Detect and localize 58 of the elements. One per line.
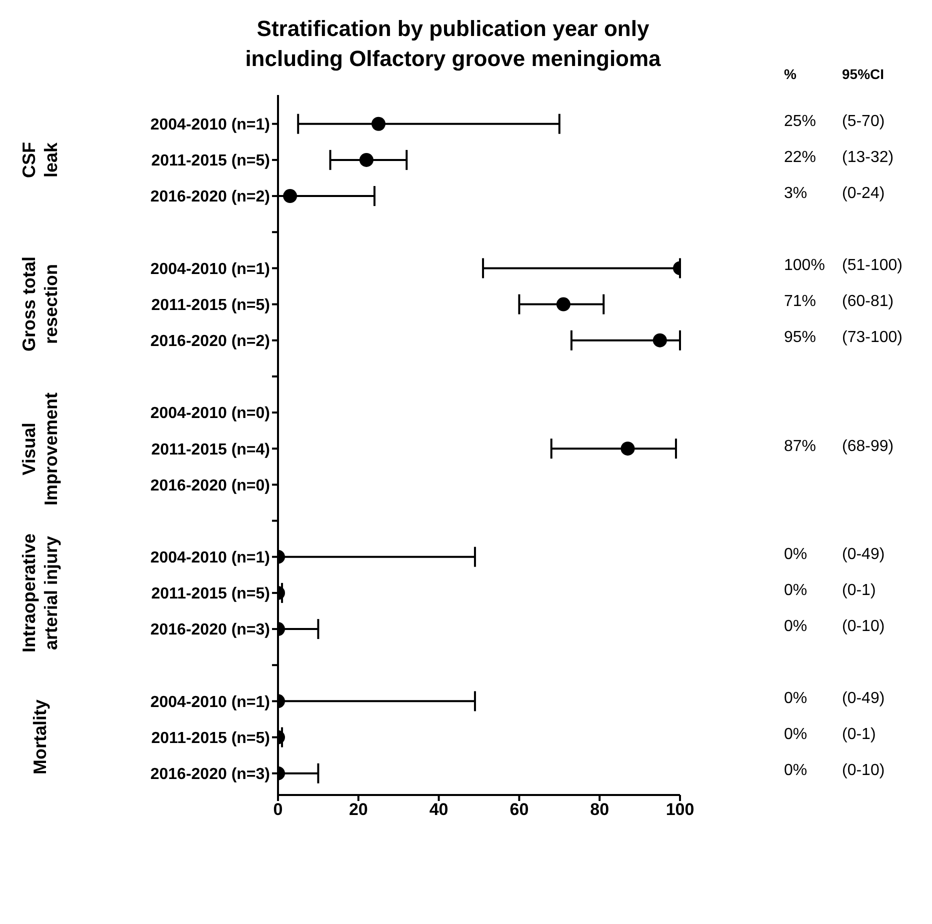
text: (51-100) <box>842 257 902 276</box>
y-tick-label: 2016-2020 (n=3) <box>150 622 270 639</box>
text: 71% <box>784 293 816 312</box>
y-tick-label: 2004-2010 (n=1) <box>150 550 270 567</box>
text: (73-100) <box>842 329 902 348</box>
text: (0-24) <box>842 185 885 204</box>
chart-title: Stratification by publication year only including Olfactory groove meningioma <box>244 15 662 73</box>
y-tick-label: 2016-2020 (n=3) <box>150 766 270 784</box>
y-tick-label: 2016-2020 (n=2) <box>150 333 270 350</box>
text: 87% <box>784 438 816 456</box>
text: 0% <box>784 762 808 780</box>
text: (0-1) <box>842 726 876 744</box>
text: 0% <box>784 726 808 744</box>
x-tick-label: 20 <box>348 800 368 820</box>
text: (68-99) <box>842 438 894 456</box>
text: (60-81) <box>842 293 894 312</box>
text: (0-49) <box>842 690 885 708</box>
text: Mortality <box>30 700 50 775</box>
point <box>652 333 667 348</box>
point <box>620 442 635 456</box>
text: 95% <box>784 329 816 348</box>
point <box>556 297 570 312</box>
text: (0-1) <box>842 582 876 600</box>
text: 0% <box>784 546 808 564</box>
y-tick-label: 2004-2010 (n=1) <box>150 116 270 134</box>
y-tick-label: 2004-2010 (n=1) <box>150 694 270 711</box>
text: (0-49) <box>842 546 885 564</box>
text: 100% <box>784 257 825 276</box>
y-tick-label: 2011-2015 (n=5) <box>151 586 270 603</box>
x-tick-label: 100 <box>666 800 694 820</box>
y-tick-label: 2011-2015 (n=5) <box>151 152 270 170</box>
text: 22% <box>784 148 816 167</box>
y-tick-label: 2004-2010 (n=1) <box>150 260 270 278</box>
text: 25% <box>784 112 816 131</box>
text: 3% <box>784 185 808 204</box>
y-tick-label: 2011-2015 (n=5) <box>151 730 270 747</box>
text: Gross total resection <box>19 256 61 352</box>
y-tick-label: 2016-2020 (n=2) <box>150 188 270 206</box>
y-tick-label: 2011-2015 (n=5) <box>151 296 270 314</box>
text: 95%CI <box>842 66 884 82</box>
text: (0-10) <box>842 762 885 780</box>
text: (5-70) <box>842 112 885 131</box>
y-tick-label: 2016-2020 (n=0) <box>150 477 270 494</box>
x-tick-label: 40 <box>429 800 448 820</box>
text: CSF leak <box>19 142 61 178</box>
x-tick-label: 0 <box>273 800 283 820</box>
text: 0% <box>784 690 808 708</box>
text: % <box>784 66 796 82</box>
x-tick-label: 60 <box>510 800 529 820</box>
text: 0% <box>784 618 808 636</box>
text: 0% <box>784 582 808 600</box>
text: Visual Improvement <box>19 392 61 506</box>
text: (13-32) <box>842 148 894 167</box>
y-tick-label: 2004-2010 (n=0) <box>150 405 270 422</box>
y-tick-label: 2011-2015 (n=4) <box>151 441 270 458</box>
x-tick-label: 80 <box>590 800 610 820</box>
text: Intraoperative arterial injury <box>19 533 61 652</box>
text: (0-10) <box>842 618 885 636</box>
